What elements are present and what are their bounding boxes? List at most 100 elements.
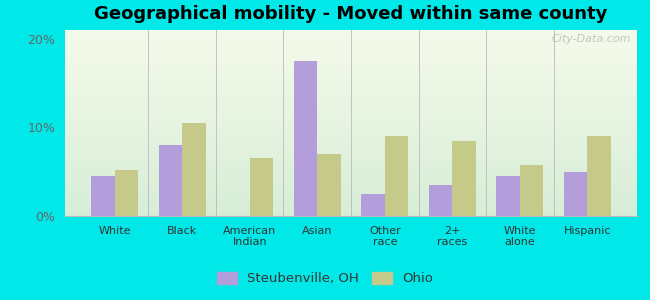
Bar <box>65 160 637 161</box>
Bar <box>65 74 637 75</box>
Bar <box>65 203 637 204</box>
Bar <box>65 52 637 53</box>
Bar <box>65 119 637 120</box>
Bar <box>65 192 637 193</box>
Bar <box>65 205 637 206</box>
Bar <box>65 106 637 107</box>
Bar <box>65 95 637 96</box>
Bar <box>182 123 206 216</box>
Bar <box>65 134 637 135</box>
Bar <box>361 194 385 216</box>
Bar <box>65 189 637 190</box>
Bar <box>65 30 637 31</box>
Bar <box>65 166 637 167</box>
Bar <box>65 56 637 57</box>
Bar <box>65 131 637 132</box>
Bar <box>65 58 637 59</box>
Bar <box>65 190 637 191</box>
Bar <box>65 55 637 56</box>
Bar <box>65 154 637 155</box>
Bar <box>65 38 637 39</box>
Bar <box>65 212 637 213</box>
Bar <box>65 65 637 66</box>
Bar <box>65 165 637 166</box>
Bar <box>520 165 543 216</box>
Bar <box>65 141 637 142</box>
Bar <box>65 149 637 150</box>
Bar <box>65 31 637 32</box>
Bar <box>65 181 637 182</box>
Bar <box>65 128 637 129</box>
Bar <box>65 140 637 141</box>
Bar <box>65 62 637 64</box>
Bar <box>65 151 637 152</box>
Bar <box>452 141 476 216</box>
Bar <box>65 93 637 94</box>
Bar <box>294 61 317 216</box>
Legend: Steubenville, OH, Ohio: Steubenville, OH, Ohio <box>211 266 439 290</box>
Bar <box>65 121 637 122</box>
Bar <box>91 176 114 216</box>
Bar <box>65 120 637 121</box>
Bar <box>65 155 637 157</box>
Bar <box>65 187 637 188</box>
Bar <box>65 130 637 131</box>
Bar <box>65 66 637 67</box>
Bar <box>114 170 138 216</box>
Bar <box>65 64 637 65</box>
Bar <box>65 200 637 201</box>
Bar <box>65 183 637 184</box>
Bar <box>65 99 637 100</box>
Bar <box>65 207 637 208</box>
Bar <box>65 179 637 180</box>
Bar <box>65 132 637 133</box>
Bar <box>65 169 637 170</box>
Bar <box>65 79 637 80</box>
Bar <box>65 159 637 160</box>
Bar <box>65 54 637 55</box>
Bar <box>65 157 637 158</box>
Bar <box>65 146 637 147</box>
Bar <box>65 103 637 104</box>
Bar <box>65 109 637 110</box>
Bar <box>65 35 637 36</box>
Bar <box>65 162 637 163</box>
Bar <box>65 142 637 143</box>
Bar <box>65 206 637 207</box>
Bar <box>496 176 520 216</box>
Bar <box>65 59 637 60</box>
Bar <box>65 138 637 139</box>
Bar <box>65 194 637 195</box>
Bar <box>588 136 611 216</box>
Bar <box>65 173 637 174</box>
Bar <box>65 40 637 41</box>
Bar <box>65 80 637 81</box>
Bar <box>65 135 637 136</box>
Bar <box>65 153 637 154</box>
Bar <box>65 105 637 106</box>
Bar <box>428 185 452 216</box>
Bar <box>65 92 637 93</box>
Bar <box>65 199 637 200</box>
Bar <box>65 118 637 119</box>
Bar <box>65 161 637 162</box>
Bar <box>65 191 637 192</box>
Bar <box>65 45 637 46</box>
Bar <box>65 85 637 86</box>
Bar <box>65 32 637 33</box>
Bar <box>65 53 637 54</box>
Bar <box>65 98 637 99</box>
Bar <box>65 69 637 70</box>
Bar <box>65 182 637 183</box>
Bar <box>65 139 637 140</box>
Bar <box>65 186 637 187</box>
Bar <box>65 49 637 50</box>
Bar <box>65 172 637 173</box>
Bar <box>65 174 637 175</box>
Bar <box>65 208 637 209</box>
Title: Geographical mobility - Moved within same county: Geographical mobility - Moved within sam… <box>94 5 608 23</box>
Bar <box>65 152 637 153</box>
Bar <box>65 126 637 127</box>
Bar <box>65 167 637 168</box>
Bar <box>65 37 637 38</box>
